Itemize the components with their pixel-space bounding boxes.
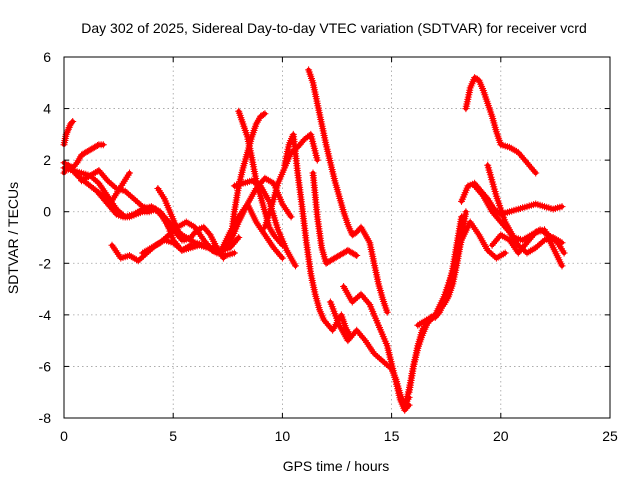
series-sat-f (93, 169, 133, 208)
series-sat-aa (484, 161, 568, 257)
x-tick-label: 25 (602, 428, 618, 444)
series-sat-v (414, 218, 509, 329)
x-tick-label: 5 (169, 428, 177, 444)
y-tick-label: 4 (43, 101, 51, 117)
y-tick-label: 0 (43, 204, 51, 220)
series-markers (93, 169, 133, 208)
series-sat-q (309, 169, 361, 267)
axis-ticks: 0 5 10 15 20 25 -8 -6 -4 -2 0 2 4 6 (39, 49, 618, 444)
series-sat-w (462, 74, 540, 177)
series-markers (261, 130, 321, 231)
series-markers (462, 74, 540, 177)
y-tick-label: -8 (39, 410, 52, 426)
series-sat-s (340, 283, 413, 414)
series-markers (340, 283, 413, 414)
series-sat-m (230, 177, 299, 270)
x-tick-label: 15 (384, 428, 400, 444)
y-tick-label: -6 (39, 358, 52, 374)
x-tick-label: 20 (493, 428, 509, 444)
series-sat-z (488, 226, 566, 270)
series-markers (484, 161, 568, 257)
series-sat-p (305, 66, 391, 316)
series-sat-l (217, 174, 295, 254)
plot-frame (63, 56, 611, 419)
series-markers (309, 169, 361, 267)
y-tick-label: -2 (39, 255, 52, 271)
chart-title: Day 302 of 2025, Sidereal Day-to-day VTE… (81, 20, 587, 36)
y-tick-label: 6 (43, 49, 51, 65)
y-tick-label: 2 (43, 152, 51, 168)
y-tick-label: -4 (39, 307, 52, 323)
x-tick-label: 10 (275, 428, 291, 444)
series-markers (414, 218, 509, 329)
series-markers (305, 66, 391, 316)
x-tick-label: 0 (60, 428, 68, 444)
x-axis-label: GPS time / hours (283, 458, 390, 474)
data-traces (60, 66, 568, 414)
y-axis-label: SDTVAR / TECUs (5, 182, 21, 294)
series-sat-n (261, 130, 321, 231)
